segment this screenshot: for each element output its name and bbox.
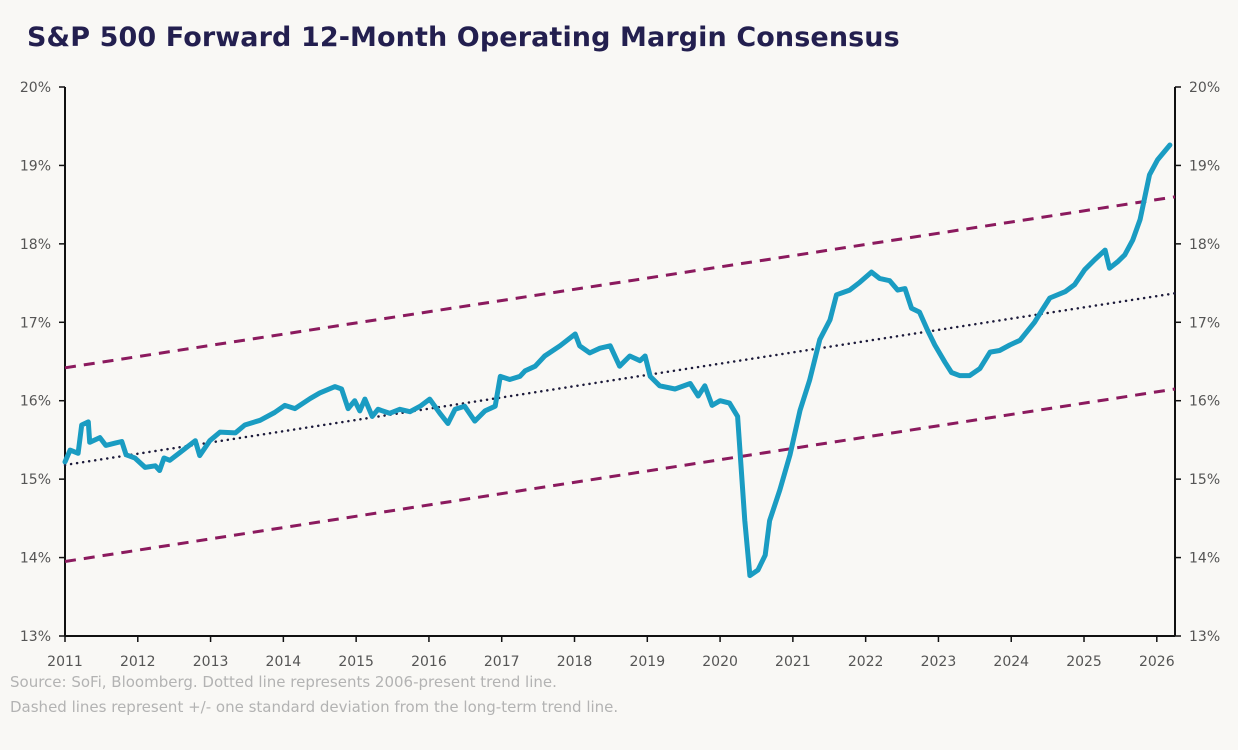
y-tick-label-right: 18% — [1189, 237, 1220, 253]
y-tick-label-right: 14% — [1189, 551, 1220, 567]
y-tick-label-left: 15% — [20, 472, 51, 488]
x-tick-label: 2015 — [338, 654, 374, 670]
x-tick-label: 2011 — [47, 654, 83, 670]
y-tick-label-left: 20% — [20, 80, 51, 96]
y-tick-label-right: 16% — [1189, 394, 1220, 410]
y-tick-label-left: 13% — [20, 629, 51, 645]
y-tick-label-left: 17% — [20, 315, 51, 331]
y-tick-label-left: 16% — [20, 394, 51, 410]
upper-stddev-line — [64, 195, 1176, 370]
trend-note: Dashed lines represent +/- one standard … — [10, 698, 619, 716]
x-tick-label: 2020 — [702, 654, 738, 670]
x-tick-label: 2025 — [1066, 654, 1102, 670]
x-tick-label: 2016 — [411, 654, 447, 670]
x-tick-label: 2013 — [193, 654, 229, 670]
y-tick-label-left: 19% — [20, 158, 51, 174]
y-tick-label-right: 17% — [1189, 315, 1220, 331]
chart-title: S&P 500 Forward 12-Month Operating Margi… — [27, 22, 900, 53]
y-tick-label-right: 15% — [1189, 472, 1220, 488]
x-tick-label: 2018 — [557, 654, 593, 670]
x-tick-label: 2022 — [848, 654, 884, 670]
source-note: Source: SoFi, Bloomberg. Dotted line rep… — [10, 673, 557, 691]
x-tick-label: 2023 — [921, 654, 957, 670]
trend-line — [63, 292, 1177, 467]
y-tick-label-right: 19% — [1189, 158, 1220, 174]
y-tick-label-left: 18% — [20, 237, 51, 253]
lower-stddev-line — [64, 387, 1176, 563]
y-tick-label-left: 14% — [20, 551, 51, 567]
x-tick-label: 2019 — [629, 654, 665, 670]
x-tick-label: 2024 — [993, 654, 1029, 670]
y-tick-label-right: 13% — [1189, 629, 1220, 645]
y-tick-label-right: 20% — [1189, 80, 1220, 96]
x-tick-label: 2012 — [120, 654, 156, 670]
x-tick-label: 2017 — [484, 654, 520, 670]
margin-series-line — [62, 142, 1173, 579]
x-tick-label: 2021 — [775, 654, 811, 670]
x-tick-label: 2014 — [266, 654, 302, 670]
x-tick-label: 2026 — [1139, 654, 1175, 670]
